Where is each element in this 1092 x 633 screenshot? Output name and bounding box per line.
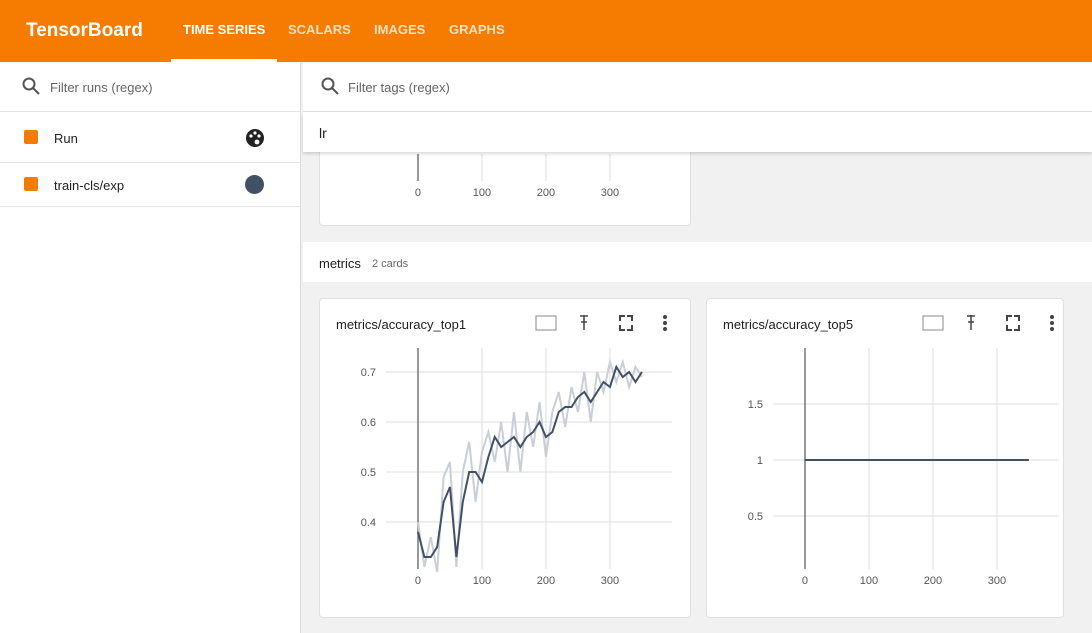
expand-button[interactable] [619, 315, 633, 331]
x-tick-label: 0 [415, 575, 421, 587]
chart: 0 100 200 300 [415, 154, 619, 199]
group-header[interactable]: lr [303, 112, 1092, 152]
x-tick-label: 300 [988, 575, 1006, 587]
card-count: 2 cards [372, 258, 409, 270]
y-tick-label: 0.4 [361, 517, 376, 529]
palette-icon[interactable] [245, 128, 265, 148]
run-name: train-cls/exp [54, 178, 125, 193]
menu-button[interactable] [663, 315, 667, 331]
search-icon [22, 77, 40, 95]
card-toolbar [922, 315, 1054, 331]
log-button[interactable] [535, 315, 557, 331]
x-tick-label: 300 [601, 187, 619, 199]
x-tick-label: 100 [473, 575, 491, 587]
y-tick-label: 0.5 [748, 511, 763, 523]
series-line [417, 364, 643, 558]
run-name: Run [54, 131, 78, 146]
tab[interactable]: IMAGES [374, 22, 426, 37]
group-header[interactable]: metrics 2 cards [303, 242, 1092, 282]
pin-button[interactable] [967, 315, 975, 330]
group-name: metrics [319, 256, 361, 271]
series-line [417, 358, 643, 573]
chart: 0.4 0.5 0.6 0.7 0 100 200 300 [361, 348, 672, 587]
pin-button[interactable] [580, 315, 588, 330]
tag-filter[interactable]: Filter tags (regex) [303, 62, 1092, 112]
group-name: lr [319, 125, 327, 141]
app-title: TensorBoard [26, 20, 143, 41]
run-color[interactable] [245, 175, 264, 194]
expand-button[interactable] [1006, 315, 1020, 331]
run-filter[interactable]: Filter runs (regex) [0, 62, 300, 112]
log-button[interactable] [922, 315, 944, 331]
y-tick-label: 1 [757, 455, 763, 467]
y-tick-label: 0.7 [361, 367, 376, 379]
tab[interactable]: SCALARS [288, 22, 351, 37]
card: metrics/accuracy_top1 0.4 0.5 0.6 0.7 0 100 20… [319, 298, 691, 618]
header: TensorBoard TIME SERIES SCALARS IMAGES G… [0, 0, 1092, 62]
y-tick-label: 0.5 [361, 467, 376, 479]
x-tick-label: 300 [601, 575, 619, 587]
card-title: metrics/accuracy_top1 [336, 317, 467, 332]
x-tick-label: 200 [537, 187, 555, 199]
chart: 0.5 1 1.5 0 100 200 300 [748, 348, 1059, 587]
x-tick-label: 200 [537, 575, 555, 587]
run-row[interactable]: train-cls/exp [0, 163, 300, 207]
x-tick-label: 200 [924, 575, 942, 587]
tab[interactable]: TIME SERIES [183, 22, 266, 37]
card: 0 100 200 300 [319, 140, 691, 226]
placeholder: Filter runs (regex) [50, 80, 153, 95]
checkbox[interactable] [24, 177, 38, 191]
placeholder: Filter tags (regex) [348, 80, 450, 95]
search-icon [321, 77, 339, 95]
x-tick-label: 0 [415, 187, 421, 199]
tab[interactable]: GRAPHS [449, 22, 505, 37]
card: metrics/accuracy_top5 0.5 1 1.5 0 100 200 300 [706, 298, 1064, 618]
menu-button[interactable] [1050, 315, 1054, 331]
x-tick-label: 0 [802, 575, 808, 587]
sidebar: Filter runs (regex) Run train-cls/exp [0, 62, 301, 633]
tab-indicator [171, 59, 277, 62]
x-tick-label: 100 [473, 187, 491, 199]
x-tick-label: 100 [860, 575, 878, 587]
card-toolbar [535, 315, 667, 331]
run-row[interactable]: Run [0, 112, 300, 163]
checkbox[interactable] [24, 130, 38, 144]
y-tick-label: 0.6 [361, 417, 376, 429]
y-tick-label: 1.5 [748, 399, 763, 411]
card-title: metrics/accuracy_top5 [723, 317, 854, 332]
